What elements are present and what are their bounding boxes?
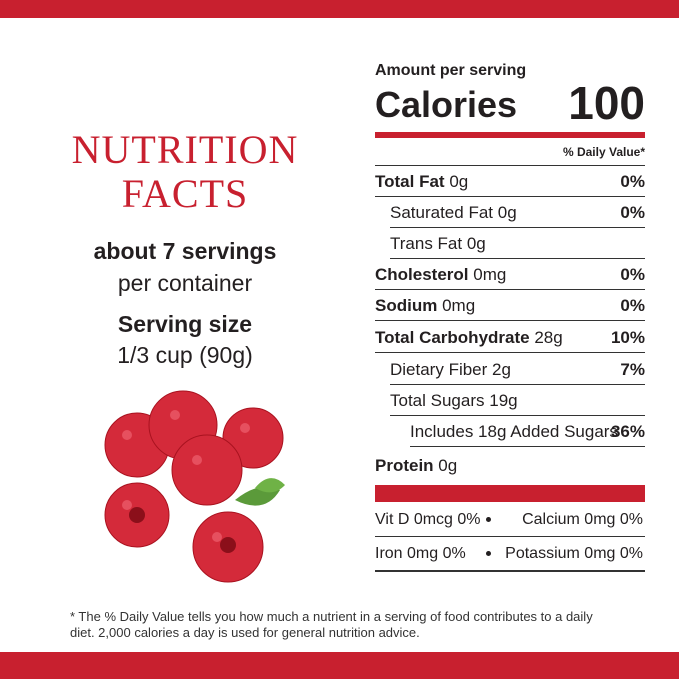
nutrient-row: Total Fat 0g 0%	[375, 166, 645, 197]
row-divider	[390, 258, 645, 259]
servings-amount: about 7 servings	[93, 238, 277, 264]
divider	[375, 536, 645, 537]
nutrient-name: Sodium	[375, 296, 438, 315]
nutrient-amount: 2g	[492, 360, 511, 379]
row-divider	[375, 289, 645, 290]
nutrient-name: Saturated Fat	[390, 203, 494, 222]
title: FACTS	[121, 171, 249, 216]
calories-label: Calories	[375, 84, 518, 125]
divider	[375, 165, 645, 166]
bullet	[486, 551, 491, 556]
top-band	[0, 0, 679, 18]
nutrient-amount: 0g	[449, 172, 469, 191]
divider-thick	[375, 485, 645, 502]
nutrient-row: Trans Fat 0g	[375, 228, 645, 259]
daily-value: 0%	[620, 296, 645, 315]
nutrient-amount: 0g	[497, 203, 517, 222]
nutrient-name: Includes 18g Added Sugars	[410, 422, 618, 441]
row-divider	[375, 352, 645, 353]
nutrient-amount: 0mg	[473, 265, 507, 284]
daily-value: 0%	[620, 203, 645, 222]
divider	[375, 570, 645, 572]
daily-value: 10%	[610, 328, 645, 347]
serving-size-label: Serving size	[117, 311, 253, 337]
divider-thick	[375, 132, 645, 138]
daily-value: 0%	[620, 172, 645, 191]
footnote: * The % Daily Value tells you how much a…	[70, 609, 593, 640]
daily-value-header: % Daily Value*	[562, 145, 645, 159]
row-divider	[390, 384, 645, 385]
nutrient-row: Cholesterol 0mg 0%	[375, 259, 645, 290]
title: NUTRITION	[71, 127, 299, 172]
vitamin: Vit D 0mcg 0%	[375, 511, 481, 528]
vitamin: Calcium 0mg 0%	[522, 511, 643, 528]
row-divider	[410, 446, 645, 447]
amount-per-serving-text: Amount per serving	[375, 62, 527, 79]
nutrient-amount: 0g	[438, 456, 458, 475]
nutrient-row: Total Sugars 19g	[375, 385, 645, 416]
nutrient-name: Total Fat	[375, 172, 445, 191]
bottom-band	[0, 652, 679, 679]
vitamin: Iron 0mg 0%	[375, 545, 466, 562]
row-divider	[375, 320, 645, 321]
amount-per-serving: Amount per serving	[375, 62, 526, 80]
nutrient-name: Dietary Fiber	[390, 360, 488, 379]
nutrient-name: Total Carbohydrate	[375, 328, 530, 347]
bullet	[486, 517, 491, 522]
nutrient-row: Sodium 0mg 0%	[375, 290, 645, 321]
nutrient-amount: 0mg	[442, 296, 476, 315]
nutrient-amount: 28g	[534, 328, 563, 347]
raspberries	[104, 390, 285, 583]
nutrient-row: Saturated Fat 0g 0%	[375, 197, 645, 228]
nutrient-amount: 0g	[466, 234, 486, 253]
nutrient-name: Cholesterol	[375, 265, 469, 284]
nutrient-row: Protein 0g	[375, 450, 645, 481]
nutrient-row: Includes 18g Added Sugars 36%	[375, 416, 645, 447]
nutrient-name: Total Sugars	[390, 391, 485, 410]
serving-size-value: 1/3 cup (90g)	[117, 342, 253, 368]
calories-value: 100	[568, 77, 645, 129]
row-divider	[390, 415, 645, 416]
row-divider	[375, 196, 645, 197]
nutrient-amount: 19g	[489, 391, 518, 410]
nutrient-name: Protein	[375, 456, 434, 475]
daily-value: 36%	[610, 422, 645, 441]
servings-unit: per container	[117, 270, 253, 296]
daily-value: 7%	[620, 360, 645, 379]
nutrient-name: Trans Fat	[390, 234, 463, 253]
nutrient-row: Total Carbohydrate 28g 10%	[375, 322, 645, 353]
row-divider	[390, 227, 645, 228]
daily-value: 0%	[620, 265, 645, 284]
nutrient-row: Dietary Fiber 2g 7%	[375, 354, 645, 385]
vitamin: Potassium 0mg 0%	[505, 545, 643, 562]
